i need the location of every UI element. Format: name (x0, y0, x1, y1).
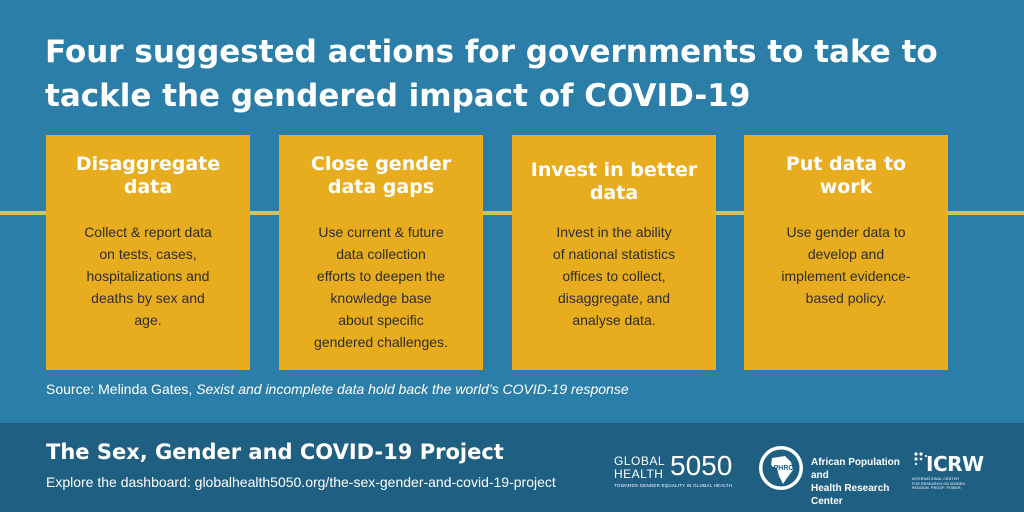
icrw-dots-icon (914, 452, 928, 466)
action-card-body: Collect & report data on tests, cases, h… (84, 224, 212, 328)
explore-dashboard-link[interactable]: Explore the dashboard: globalhealth5050.… (46, 474, 556, 490)
action-card-body: Use current & future data collection eff… (314, 224, 448, 350)
source-citation: Source: Melinda Gates, Sexist and incomp… (46, 379, 629, 399)
action-card-put-data-to-work: Put data to work Use gender data to deve… (744, 135, 948, 370)
globalhealth-logo-number: 5050 (670, 450, 733, 481)
aphrc-abbr: APHRC (769, 465, 794, 472)
globalhealth-logo-tagline: TOWARDS GENDER EQUALITY IN GLOBAL HEALTH (614, 483, 733, 488)
action-card-title: Invest in better data (530, 159, 698, 204)
action-card-body: Invest in the ability of national statis… (552, 224, 676, 328)
action-card-close-gender-data-gaps: Close gender data gaps Use current & fut… (279, 135, 483, 370)
aphrc-logo: APHRC African Population and Health Rese… (757, 444, 907, 507)
action-card-title: Close gender data gaps (310, 153, 452, 198)
footer-bar: The Sex, Gender and COVID-19 Project Exp… (0, 423, 1024, 512)
source-prefix: Source: Melinda Gates, (46, 381, 197, 397)
action-card-invest-in-better-data: Invest in better data Invest in the abil… (512, 135, 716, 370)
icrw-wordmark: ICRW (926, 452, 984, 476)
action-card-title: Disaggregate data (75, 153, 221, 198)
globalhealth-logo-line1: GLOBAL (614, 454, 666, 468)
globalhealth-logo-line2: HEALTH (614, 467, 664, 481)
headline: Four suggested actions for governments t… (45, 34, 938, 114)
source-title: Sexist and incomplete data hold back the… (196, 381, 629, 397)
icrw-logo: ICRW INTERNATIONAL CENTER FOR RESEARCH O… (912, 449, 992, 499)
action-card-body: Use gender data to develop and implement… (781, 224, 911, 306)
project-title: The Sex, Gender and COVID-19 Project (46, 440, 504, 464)
icrw-subtitle: INTERNATIONAL CENTER FOR RESEARCH ON WOM… (912, 477, 966, 490)
aphrc-globe-icon: APHRC (759, 446, 803, 490)
action-card-disaggregate-data: Disaggregate data Collect & report data … (46, 135, 250, 370)
action-card-title: Put data to work (785, 153, 907, 198)
aphrc-name: African Population and Health Research C… (811, 457, 900, 507)
globalhealth5050-logo: GLOBAL HEALTH 5050 TOWARDS GENDER EQUALI… (614, 450, 744, 493)
